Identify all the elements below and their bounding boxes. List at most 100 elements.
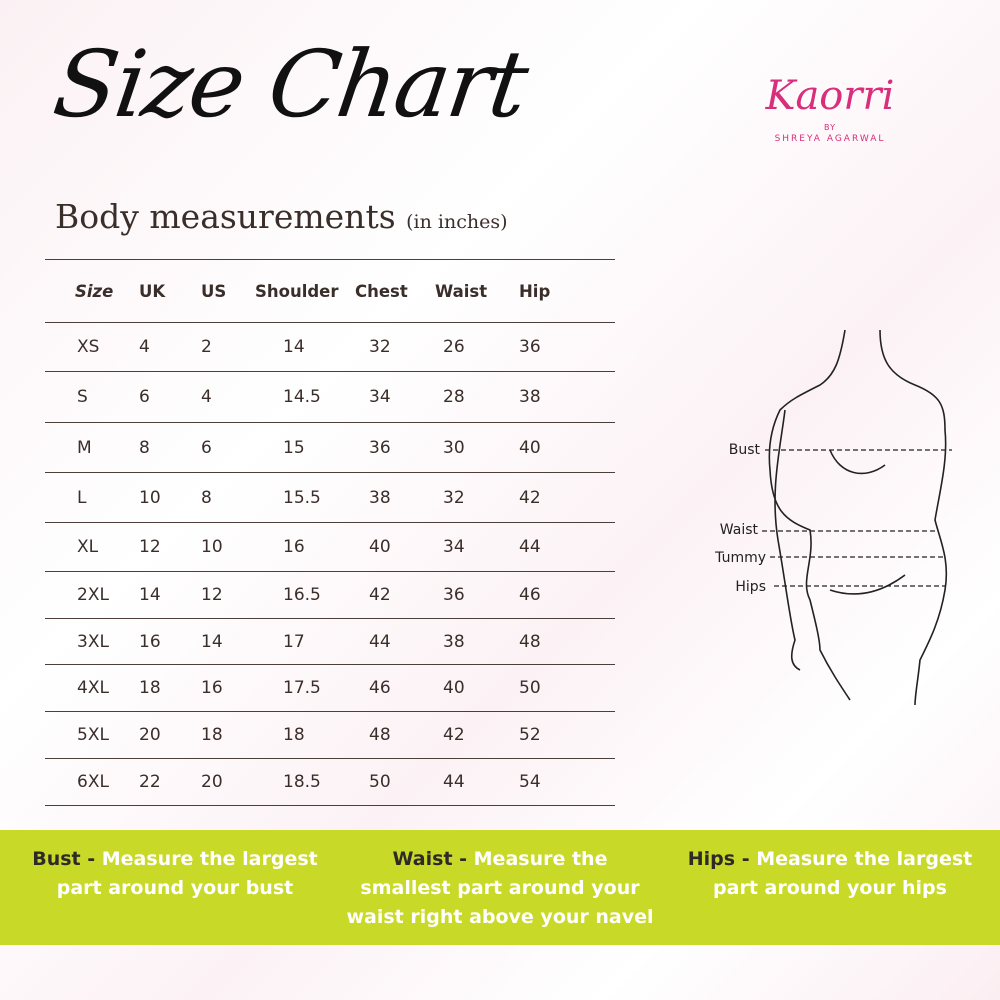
header-shoulder: Shoulder bbox=[255, 259, 355, 323]
cell-size: L bbox=[45, 472, 139, 523]
cell-shoulder: 14.5 bbox=[255, 371, 355, 423]
table-row: S 6 4 14.5 34 28 38 bbox=[45, 371, 615, 423]
figure-outline-left bbox=[768, 329, 851, 701]
cell-chest: 48 bbox=[355, 711, 435, 759]
tip-waist-text: Measure the smallest part around your wa… bbox=[346, 848, 654, 928]
cell-chest: 50 bbox=[355, 758, 435, 806]
cell-chest: 44 bbox=[355, 618, 435, 665]
cell-us: 14 bbox=[201, 618, 255, 665]
tip-bust-text: Measure the largest part around your bus… bbox=[56, 848, 318, 899]
label-hips: Hips bbox=[735, 579, 766, 595]
cell-shoulder: 18.5 bbox=[255, 758, 355, 806]
cell-us: 12 bbox=[201, 571, 255, 619]
header-hip: Hip bbox=[519, 259, 615, 323]
cell-uk: 8 bbox=[139, 422, 201, 473]
cell-uk: 6 bbox=[139, 371, 201, 423]
cell-us: 2 bbox=[201, 322, 255, 372]
cell-chest: 34 bbox=[355, 371, 435, 423]
cell-chest: 36 bbox=[355, 422, 435, 473]
cell-uk: 4 bbox=[139, 322, 201, 372]
cell-waist: 30 bbox=[435, 422, 519, 473]
tip-bust: Bust - Measure the largest part around y… bbox=[20, 845, 330, 903]
cell-waist: 36 bbox=[435, 571, 519, 619]
subtitle: Body measurements (in inches) bbox=[55, 196, 508, 239]
cell-us: 4 bbox=[201, 371, 255, 423]
cell-shoulder: 15.5 bbox=[255, 472, 355, 523]
cell-us: 10 bbox=[201, 522, 255, 572]
cell-waist: 26 bbox=[435, 322, 519, 372]
logo-brand: Kaorri bbox=[765, 73, 895, 119]
size-table: Size UK US Shoulder Chest Waist Hip XS 4 2… bbox=[45, 259, 615, 806]
cell-us: 8 bbox=[201, 472, 255, 523]
cell-waist: 42 bbox=[435, 711, 519, 759]
cell-size: 3XL bbox=[45, 618, 139, 665]
tip-hips-term: Hips - bbox=[687, 848, 750, 870]
tip-waist: Waist - Measure the smallest part around… bbox=[345, 845, 655, 932]
cell-chest: 46 bbox=[355, 664, 435, 712]
cell-size: 6XL bbox=[45, 758, 139, 806]
cell-hip: 50 bbox=[519, 664, 615, 712]
cell-uk: 16 bbox=[139, 618, 201, 665]
cell-hip: 44 bbox=[519, 522, 615, 572]
body-measurement-figure: Bust Waist Tummy Hips bbox=[714, 329, 952, 706]
cell-uk: 14 bbox=[139, 571, 201, 619]
tip-waist-term: Waist - bbox=[392, 848, 468, 870]
cell-hip: 38 bbox=[519, 371, 615, 423]
cell-hip: 40 bbox=[519, 422, 615, 473]
cell-shoulder: 16 bbox=[255, 522, 355, 572]
tip-hips: Hips - Measure the largest part around y… bbox=[675, 845, 985, 903]
cell-hip: 46 bbox=[519, 571, 615, 619]
figure-arm-left bbox=[774, 409, 801, 671]
label-waist: Waist bbox=[720, 522, 759, 538]
cell-size: 2XL bbox=[45, 571, 139, 619]
table-row: M 8 6 15 36 30 40 bbox=[45, 422, 615, 473]
header-chest: Chest bbox=[355, 259, 435, 323]
label-tummy: Tummy bbox=[714, 550, 766, 566]
figure-bust bbox=[829, 449, 886, 475]
cell-waist: 40 bbox=[435, 664, 519, 712]
cell-chest: 42 bbox=[355, 571, 435, 619]
measurement-tips-band bbox=[0, 830, 1000, 945]
header-waist: Waist bbox=[435, 259, 519, 323]
header-uk: UK bbox=[139, 259, 201, 323]
cell-us: 16 bbox=[201, 664, 255, 712]
cell-waist: 44 bbox=[435, 758, 519, 806]
cell-hip: 48 bbox=[519, 618, 615, 665]
table-row: 4XL 18 16 17.5 46 40 50 bbox=[45, 664, 615, 712]
cell-us: 20 bbox=[201, 758, 255, 806]
cell-us: 18 bbox=[201, 711, 255, 759]
cell-uk: 22 bbox=[139, 758, 201, 806]
tip-hips-text: Measure the largest part around your hip… bbox=[713, 848, 973, 899]
logo-by: BY bbox=[824, 123, 836, 132]
table-row: 6XL 22 20 18.5 50 44 54 bbox=[45, 758, 615, 806]
table-row: XS 4 2 14 32 26 36 bbox=[45, 322, 615, 372]
cell-size: M bbox=[45, 422, 139, 473]
unit-note: (in inches) bbox=[406, 211, 508, 233]
tip-bust-term: Bust - bbox=[32, 848, 96, 870]
figure-outline-right bbox=[879, 329, 948, 706]
label-bust: Bust bbox=[729, 442, 761, 458]
cell-waist: 28 bbox=[435, 371, 519, 423]
cell-shoulder: 16.5 bbox=[255, 571, 355, 619]
subtitle-text: Body measurements bbox=[55, 197, 396, 236]
table-row: 5XL 20 18 18 48 42 52 bbox=[45, 711, 615, 759]
cell-chest: 38 bbox=[355, 472, 435, 523]
cell-hip: 42 bbox=[519, 472, 615, 523]
cell-uk: 20 bbox=[139, 711, 201, 759]
header-size: Size bbox=[45, 259, 139, 323]
page-title: Size Chart bbox=[47, 31, 533, 138]
figure-hip-line bbox=[829, 574, 906, 595]
cell-shoulder: 17 bbox=[255, 618, 355, 665]
cell-uk: 10 bbox=[139, 472, 201, 523]
table-row: 3XL 16 14 17 44 38 48 bbox=[45, 618, 615, 665]
cell-size: S bbox=[45, 371, 139, 423]
table-header-row: Size UK US Shoulder Chest Waist Hip bbox=[45, 259, 615, 323]
logo-owner: SHREYA AGARWAL bbox=[774, 134, 886, 145]
cell-size: XL bbox=[45, 522, 139, 572]
cell-shoulder: 17.5 bbox=[255, 664, 355, 712]
cell-shoulder: 18 bbox=[255, 711, 355, 759]
cell-uk: 18 bbox=[139, 664, 201, 712]
table-row: XL 12 10 16 40 34 44 bbox=[45, 522, 615, 572]
cell-hip: 54 bbox=[519, 758, 615, 806]
cell-chest: 40 bbox=[355, 522, 435, 572]
